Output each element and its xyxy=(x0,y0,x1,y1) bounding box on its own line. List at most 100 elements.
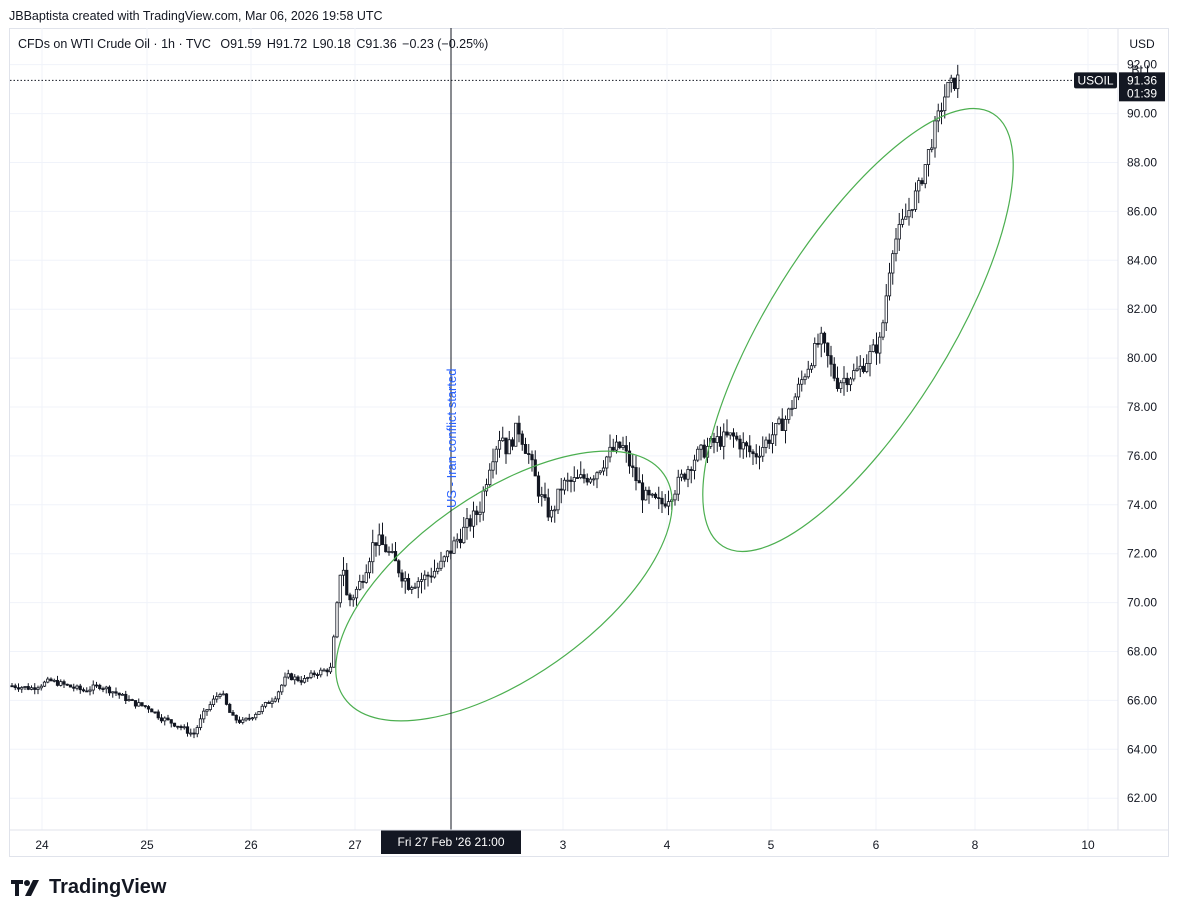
candle-body xyxy=(289,673,294,681)
candle-body xyxy=(907,209,911,218)
candle-body xyxy=(150,708,154,713)
candle-body xyxy=(530,454,534,461)
candle-body xyxy=(384,544,388,553)
candle-body xyxy=(884,295,888,324)
candle-body xyxy=(475,510,479,515)
candle-body xyxy=(813,343,817,367)
candle-body xyxy=(244,717,248,721)
candle-body xyxy=(894,238,898,255)
candle-body xyxy=(442,556,446,562)
legend-high: H91.72 xyxy=(266,37,308,51)
candle-body xyxy=(598,470,602,474)
candle-body xyxy=(39,685,43,689)
price-tick-label: 70.00 xyxy=(1127,596,1157,610)
candle-body xyxy=(29,687,34,690)
price-tick-label: 78.00 xyxy=(1127,400,1157,414)
candle-body xyxy=(81,689,86,692)
candle-body xyxy=(946,81,950,98)
candle-body xyxy=(293,676,297,681)
candle-body xyxy=(826,342,830,357)
candle-body xyxy=(666,501,671,507)
candle-body xyxy=(478,511,482,515)
candle-body xyxy=(195,727,199,735)
chart-credit: JBBaptista created with TradingView.com,… xyxy=(9,9,383,23)
time-tick-label: 4 xyxy=(664,838,671,852)
candle-body xyxy=(855,368,859,371)
candle-body xyxy=(42,681,47,687)
price-tick-label: 82.00 xyxy=(1127,302,1157,316)
candle-body xyxy=(699,444,703,450)
candle-body xyxy=(871,344,875,352)
candle-body xyxy=(46,678,50,683)
candle-body xyxy=(280,684,284,693)
candle-body xyxy=(465,518,469,528)
candle-body xyxy=(208,704,212,710)
candle-body xyxy=(267,702,271,704)
currency-button[interactable]: USD xyxy=(1129,37,1155,51)
candle-body xyxy=(130,699,134,701)
candle-body xyxy=(878,336,882,354)
candle-body xyxy=(527,453,531,455)
candle-body xyxy=(49,678,53,682)
price-tick-label: 62.00 xyxy=(1127,791,1157,805)
candle-body xyxy=(806,368,810,378)
price-tick-label: 92.00 xyxy=(1127,58,1157,72)
candle-body xyxy=(127,699,131,702)
candle-body xyxy=(319,669,323,676)
candle-body xyxy=(491,461,495,471)
candle-body xyxy=(780,418,784,431)
candle-body xyxy=(657,497,661,499)
candle-body xyxy=(595,472,599,480)
candle-body xyxy=(679,473,684,478)
candle-body xyxy=(718,436,723,447)
price-tick-label: 80.00 xyxy=(1127,351,1157,365)
candle-body xyxy=(260,705,264,712)
highlight-ellipse-second-leg xyxy=(702,107,1014,553)
candle-body xyxy=(101,688,105,690)
candle-body xyxy=(367,561,372,574)
candle-body xyxy=(52,679,56,682)
candle-body xyxy=(371,542,375,563)
price-tick-label: 84.00 xyxy=(1127,253,1157,267)
candle-body xyxy=(764,439,768,448)
candle-body xyxy=(468,518,472,527)
candle-body xyxy=(848,378,853,386)
candle-body xyxy=(774,423,778,436)
candle-body xyxy=(65,683,69,686)
time-tick-label: 5 xyxy=(768,838,775,852)
candle-body xyxy=(211,698,216,705)
candle-body xyxy=(166,717,170,721)
tradingview-logo-icon xyxy=(11,879,39,896)
candle-body xyxy=(562,479,567,491)
candle-body xyxy=(62,681,66,685)
candle-body xyxy=(663,503,667,507)
candle-body xyxy=(26,686,30,690)
candle-body xyxy=(322,669,326,672)
candle-body xyxy=(627,450,632,467)
candle-body xyxy=(237,719,242,723)
candle-body xyxy=(439,560,443,569)
time-tick-label: 26 xyxy=(244,838,258,852)
candle-body xyxy=(146,706,151,710)
candle-body xyxy=(234,714,238,721)
candle-body xyxy=(250,717,255,720)
candle-body xyxy=(159,717,164,722)
candle-body xyxy=(179,726,183,729)
candle-body xyxy=(374,542,378,546)
candle-body xyxy=(575,477,580,479)
candle-body xyxy=(325,669,329,673)
candle-body xyxy=(328,666,333,673)
unit-button[interactable]: BLL xyxy=(1131,63,1153,77)
candle-body xyxy=(423,574,427,581)
candle-body xyxy=(556,488,560,511)
candle-body xyxy=(819,332,823,345)
candle-body xyxy=(767,439,771,444)
candle-body xyxy=(715,436,719,443)
candle-body xyxy=(426,574,430,577)
candle-body xyxy=(650,493,654,496)
candle-body xyxy=(800,379,804,385)
candle-body xyxy=(410,587,414,590)
candle-body xyxy=(874,344,879,354)
candle-body xyxy=(910,208,914,211)
